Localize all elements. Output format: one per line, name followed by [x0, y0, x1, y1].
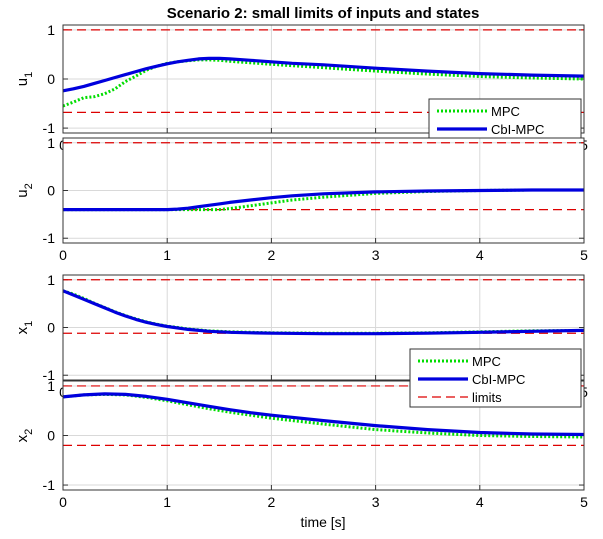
y-tick-label: 1 [47, 135, 55, 151]
y-axis-label-main: u [14, 78, 31, 86]
legend-label: limits [472, 390, 502, 405]
y-tick-label: -1 [43, 120, 56, 136]
series-line-cbi-mpc [62, 56, 585, 93]
axes-frame [62, 24, 585, 134]
y-tick-label: -1 [43, 230, 56, 246]
subplots: 10-1012345u1MPCCbI-MPClimits10-1012345u2… [14, 22, 588, 510]
axes-frame [62, 274, 585, 381]
x-tick-label: 4 [476, 247, 484, 263]
y-axis-label-subscript: 2 [23, 429, 35, 435]
y-axis-label-subscript: 1 [23, 72, 35, 78]
legend: MPC CbI-MPC limits [409, 348, 582, 408]
y-tick-label: -1 [43, 477, 56, 493]
y-tick-label: 0 [47, 428, 55, 444]
y-axis-label-subscript: 2 [23, 183, 35, 189]
x-tick-label: 1 [163, 494, 171, 510]
legend-label: MPC [472, 354, 501, 369]
x-tick-label: 2 [268, 247, 276, 263]
legend-label: CbI-MPC [491, 122, 544, 137]
axes-frame [62, 380, 585, 491]
x-tick-label: 5 [580, 494, 588, 510]
x-tick-label: 2 [268, 494, 276, 510]
x-tick-label: 0 [59, 247, 67, 263]
axes-frame [62, 137, 585, 244]
y-axis-label-main: u [14, 189, 31, 197]
y-axis-label-main: x [14, 434, 31, 442]
x-tick-label: 1 [163, 247, 171, 263]
x-tick-label: 0 [59, 494, 67, 510]
series-line-cbi-mpc [63, 188, 584, 212]
series-line-cbi-mpc [62, 392, 585, 437]
y-tick-label: -1 [43, 367, 56, 383]
x-tick-label: 4 [476, 494, 484, 510]
x-axis-label: time [s] [300, 514, 345, 530]
chart-title: Scenario 2: small limits of inputs and s… [167, 5, 480, 22]
x-tick-label: 5 [580, 247, 588, 263]
y-axis-label: u1 [14, 72, 35, 86]
y-tick-label: 1 [47, 22, 55, 38]
y-tick-label: 1 [47, 378, 55, 394]
y-axis-label: u2 [14, 183, 35, 197]
y-axis-label: x1 [14, 321, 35, 335]
x-tick-label: 3 [372, 247, 380, 263]
y-tick-label: 0 [47, 183, 55, 199]
legend-label: MPC [491, 104, 520, 119]
y-tick-label: 1 [47, 272, 55, 288]
x-tick-label: 3 [372, 494, 380, 510]
y-axis-label: x2 [14, 429, 35, 443]
y-axis-label-subscript: 1 [23, 321, 35, 327]
series-line-mpc [62, 392, 585, 439]
y-tick-label: 0 [47, 320, 55, 336]
y-axis-label-main: x [14, 326, 31, 334]
y-tick-label: 0 [47, 71, 55, 87]
legend-label: CbI-MPC [472, 372, 525, 387]
subplot-u2: 10-10 1 2 3 4 5u2 [14, 135, 588, 263]
series-line-mpc [62, 58, 585, 108]
series-line-cbi-mpc [62, 289, 585, 336]
